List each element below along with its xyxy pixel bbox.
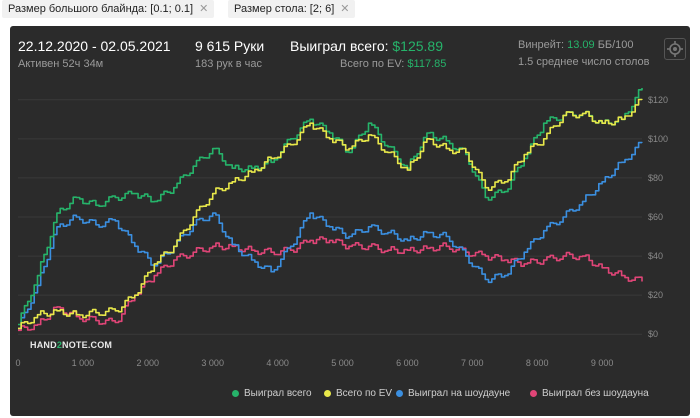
filter-chip-table-size[interactable]: Размер стола: [2; 6] ✕	[228, 0, 356, 18]
series-line-non-showdown	[18, 236, 643, 332]
gear-icon	[667, 41, 683, 57]
legend-label: Всего по EV	[336, 388, 393, 399]
hand2note-logo: HAND2NOTE.COM	[30, 340, 113, 350]
series-line-ev	[18, 98, 643, 330]
legend-item-showdown[interactable]: Выиграл на шоудауне	[396, 388, 510, 399]
avg-tables: 1.5 среднее число столов	[518, 56, 650, 68]
y-tick-label: $40	[648, 251, 663, 261]
legend-label: Выиграл на шоудауне	[408, 388, 511, 399]
x-tick-label: 3 000	[201, 358, 224, 368]
y-tick-label: $20	[648, 290, 663, 300]
ev-total: Всего по EV: $117.85	[340, 58, 446, 70]
ev-total-label: Всего по EV:	[340, 58, 405, 70]
winrate: Винрейт: 13.09 ББ/100	[518, 39, 634, 51]
filter-chip-label: Размер стола: [2; 6]	[234, 3, 335, 15]
legend-label: Выиграл всего	[244, 388, 312, 399]
series-line-showdown	[18, 141, 643, 330]
x-tick-label: 2 000	[137, 358, 160, 368]
hands-per-hour: 183 рук в час	[195, 58, 263, 70]
x-tick-label: 5 000	[331, 358, 354, 368]
hands-count: 9 615 Руки	[195, 38, 265, 54]
x-tick-label: 0	[15, 358, 20, 368]
graph-panel: 22.12.2020 - 02.05.2021 Активен 52ч 34м …	[10, 26, 690, 416]
won-total-value: $125.89	[392, 38, 443, 54]
active-time: Активен 52ч 34м	[18, 58, 104, 70]
filter-chip-big-blind[interactable]: Размер большого блайнда: [0.1; 0.1] ✕	[2, 0, 215, 18]
x-tick-label: 8 000	[526, 358, 549, 368]
close-icon[interactable]: ✕	[340, 3, 350, 15]
x-tick-label: 1 000	[72, 358, 95, 368]
legend-item-non-showdown[interactable]: Выиграл без шоудауна	[530, 388, 649, 399]
legend-item-ev[interactable]: Всего по EV	[324, 388, 392, 399]
filter-bar: Размер большого блайнда: [0.1; 0.1] ✕ Раз…	[0, 0, 700, 22]
ev-total-value: $117.85	[407, 58, 447, 70]
winrate-value: 13.09	[567, 39, 595, 51]
legend-dot	[324, 389, 331, 397]
series-line-won	[18, 88, 643, 326]
winrate-unit: ББ/100	[597, 39, 634, 51]
y-tick-label: $80	[648, 173, 663, 183]
settings-button[interactable]	[664, 38, 686, 60]
winrate-label: Винрейт:	[518, 39, 565, 51]
filter-chip-label: Размер большого блайнда: [0.1; 0.1]	[8, 3, 194, 15]
legend-dot	[396, 389, 403, 397]
won-total: Выиграл всего: $125.89	[290, 38, 443, 54]
y-tick-label: $60	[648, 212, 663, 222]
y-tick-label: $0	[648, 329, 658, 339]
legend-dot	[232, 389, 239, 397]
legend-dot	[530, 389, 537, 397]
x-tick-label: 9 000	[591, 358, 614, 368]
won-total-label: Выиграл всего:	[290, 38, 389, 54]
y-tick-label: $120	[648, 95, 668, 105]
legend-item-won[interactable]: Выиграл всего	[232, 388, 312, 399]
profit-chart: $0 $20 $40 $60 $80 $100 $120 0 1 000 2 000 3 000 4 …	[15, 88, 668, 368]
x-tick-label: 7 000	[461, 358, 484, 368]
legend-label: Выиграл без шоудауна	[542, 388, 649, 399]
x-tick-label: 6 000	[396, 358, 419, 368]
y-tick-label: $100	[648, 134, 668, 144]
x-tick-label: 4 000	[266, 358, 289, 368]
date-range: 22.12.2020 - 02.05.2021	[18, 38, 171, 54]
close-icon[interactable]: ✕	[199, 3, 209, 15]
